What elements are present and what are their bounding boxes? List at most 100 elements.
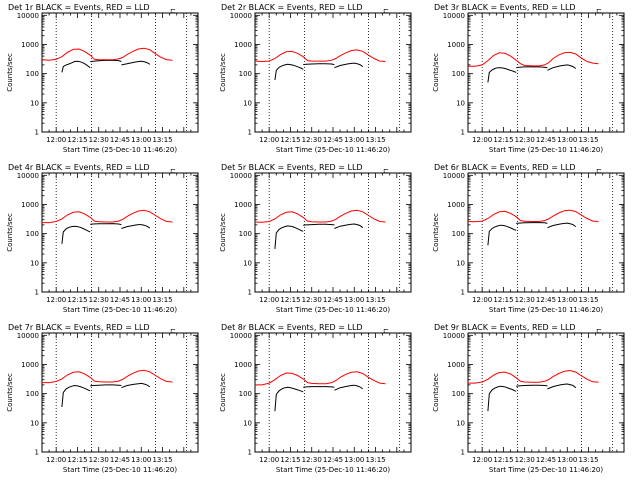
series-line-events [274,386,304,412]
y-tick-label: 10000 [443,12,465,20]
x-tick-label: 12:15 [280,296,300,304]
x-axis-label: Start Time (25-Dec-10 11:46:20) [489,466,603,474]
series-line-lld [254,209,386,223]
y-axis-label: Counts/sec [219,53,227,92]
plot-frame [467,332,625,453]
chart-svg: Det 4r BLACK = Events, RED = LLD ⊏ 1 10 100 1… [6,163,199,314]
x-tick-label: 12:30 [515,296,535,304]
x-tick-label: 12:45 [536,296,556,304]
chart-panel-6: Det 6r BLACK = Events, RED = LLD ⊏ 1 10 100 1… [426,160,639,320]
series-line-lld [41,47,173,61]
chart-title: Det 2r BLACK = Events, RED = LLD [221,3,363,12]
series-line-lld [467,209,599,223]
x-tick-label: 13:15 [152,456,172,464]
chart-panel-8: Det 8r BLACK = Events, RED = LLD ⊏ 1 10 100 1… [213,320,426,480]
series-line-lld [468,51,599,67]
y-tick-label: 1000 [234,361,252,369]
x-tick-label: 13:00 [557,456,577,464]
y-tick-label: 100 [239,70,252,78]
y-tick-label: 1000 [21,361,39,369]
x-tick-label: 13:15 [365,136,385,144]
y-tick-label: 1 [461,289,465,297]
series-line-events [90,384,122,387]
x-tick-label: 12:15 [67,456,87,464]
series-line-events [516,222,548,224]
series-line-events [334,384,364,391]
x-tick-label: 12:00 [46,296,66,304]
y-tick-label: 1 [35,449,39,457]
x-tick-label: 13:00 [344,296,364,304]
x-axis-label: Start Time (25-Dec-10 11:46:20) [276,466,390,474]
y-tick-label: 100 [26,390,39,398]
series-line-events [516,384,548,387]
plot-frame [254,172,412,293]
plot-frame [467,172,625,293]
series-line-events [90,59,122,63]
x-tick-label: 12:00 [46,136,66,144]
y-tick-label: 10 [243,259,252,267]
series-line-events [61,384,91,408]
y-tick-label: 100 [452,70,465,78]
x-axis-label: Start Time (25-Dec-10 11:46:20) [276,306,390,314]
y-tick-label: 1 [248,289,252,297]
y-tick-label: 1 [248,449,252,457]
y-tick-label: 100 [26,230,39,238]
x-tick-label: 12:45 [536,136,556,144]
series-line-events [274,63,304,81]
x-tick-label: 12:30 [302,136,322,144]
y-tick-label: 1000 [447,361,465,369]
x-tick-label: 12:00 [46,456,66,464]
y-axis-label: Counts/sec [6,53,14,92]
corner-mark: ⊏ [383,7,389,15]
x-tick-label: 13:15 [152,136,172,144]
series-line-events [487,67,517,83]
y-tick-label: 10000 [443,172,465,180]
x-tick-label: 13:15 [578,456,598,464]
y-axis-label: Counts/sec [432,373,440,412]
x-tick-label: 13:00 [131,456,151,464]
chart-panel-5: Det 5r BLACK = Events, RED = LLD ⊏ 1 10 100 1… [213,160,426,320]
x-tick-label: 12:00 [472,136,492,144]
x-tick-label: 13:00 [344,136,364,144]
plot-frame [254,332,412,453]
y-tick-label: 1 [35,289,39,297]
y-tick-label: 100 [239,390,252,398]
chart-title: Det 1r BLACK = Events, RED = LLD [8,3,150,12]
y-tick-label: 1 [248,129,252,137]
chart-svg: Det 7r BLACK = Events, RED = LLD ⊏ 1 10 100 1… [6,323,199,474]
chart-panel-4: Det 4r BLACK = Events, RED = LLD ⊏ 1 10 100 1… [0,160,213,320]
series-line-events [274,225,304,249]
y-tick-label: 10000 [17,172,39,180]
x-tick-label: 12:45 [323,136,343,144]
chart-panel-3: Det 3r BLACK = Events, RED = LLD ⊏ 1 10 100 1… [426,0,639,160]
chart-svg: Det 3r BLACK = Events, RED = LLD ⊏ 1 10 100 1… [432,3,625,154]
series-line-events [303,63,335,66]
y-tick-label: 10 [30,419,39,427]
x-axis-label: Start Time (25-Dec-10 11:46:20) [276,146,390,154]
series-line-events [547,383,577,390]
y-axis-label: Counts/sec [6,373,14,412]
corner-mark: ⊏ [596,7,602,15]
series-line-events [121,382,151,389]
y-tick-label: 10000 [230,332,252,340]
corner-mark: ⊏ [383,327,389,335]
plot-frame [254,12,412,133]
corner-mark: ⊏ [596,327,602,335]
y-tick-label: 10 [456,259,465,267]
x-tick-label: 12:15 [67,296,87,304]
series-line-events [516,66,548,69]
chart-title: Det 8r BLACK = Events, RED = LLD [221,323,363,332]
x-axis-label: Start Time (25-Dec-10 11:46:20) [489,146,603,154]
y-tick-label: 10 [30,99,39,107]
series-line-lld [42,209,173,224]
series-line-events [487,224,517,246]
y-axis-label: Counts/sec [219,373,227,412]
x-tick-label: 12:30 [302,296,322,304]
y-tick-label: 100 [452,390,465,398]
y-tick-label: 10000 [17,332,39,340]
x-tick-label: 12:15 [493,456,513,464]
series-line-lld [254,49,386,63]
chart-panel-7: Det 7r BLACK = Events, RED = LLD ⊏ 1 10 100 1… [0,320,213,480]
y-tick-label: 10000 [17,12,39,20]
y-tick-label: 10000 [230,12,252,20]
